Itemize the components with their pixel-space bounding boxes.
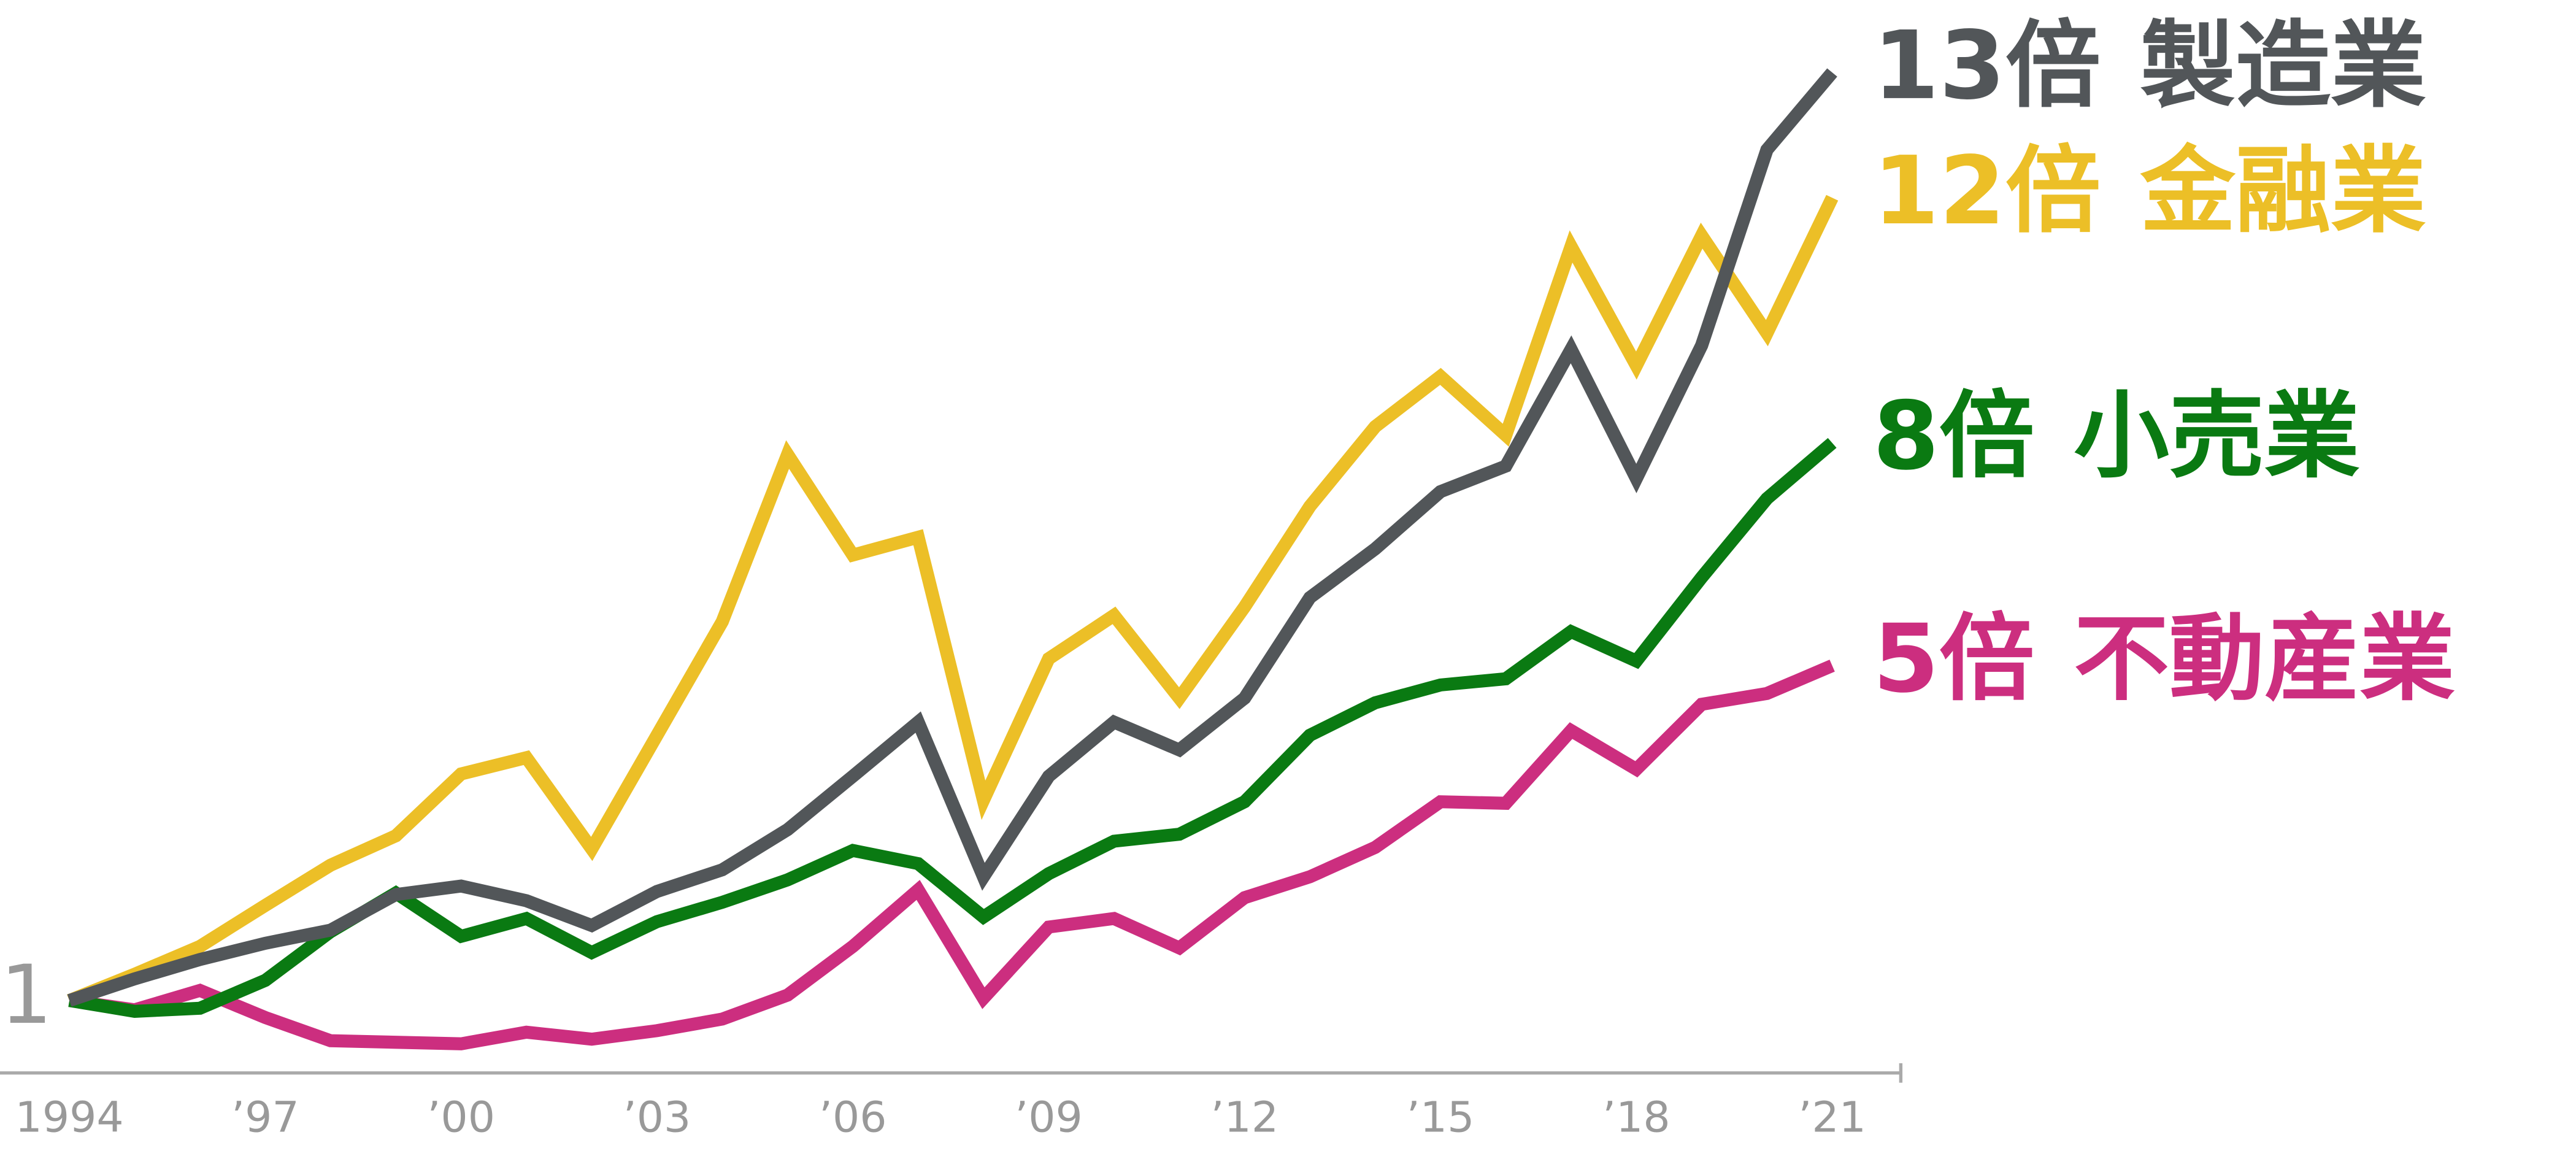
series-end-label: 13倍	[1873, 12, 2101, 121]
series-name: 小売業	[2074, 382, 2359, 491]
x-tick-label: ’03	[623, 1093, 691, 1142]
series-label: 13倍 製造業	[1873, 12, 2426, 121]
series-name: 製造業	[2140, 12, 2426, 121]
x-tick-label: ’15	[1407, 1093, 1475, 1142]
series-end-label: 8倍	[1873, 382, 2034, 491]
series-end-label: 12倍	[1873, 137, 2101, 246]
x-tick-label: ’06	[819, 1093, 887, 1142]
series-line	[67, 68, 1837, 1007]
y-tick-label: 1	[0, 948, 52, 1042]
series-label: 8倍 小売業	[1873, 382, 2360, 491]
series-line	[67, 194, 1839, 1007]
x-tick-label: ’97	[231, 1093, 299, 1142]
x-tick-label: 1994	[15, 1093, 124, 1142]
series-label: 5倍 不動産業	[1873, 605, 2455, 714]
x-tick-label: ’21	[1798, 1093, 1866, 1142]
series-label: 12倍 金融業	[1873, 137, 2426, 246]
series-name: 不動産業	[2074, 605, 2455, 714]
series-name: 金融業	[2140, 137, 2426, 246]
x-tick-label: ’18	[1602, 1093, 1671, 1142]
series-end-label: 5倍	[1873, 605, 2034, 714]
series-line	[68, 660, 1835, 1050]
x-tick-label: ’00	[427, 1093, 495, 1142]
x-tick-label: ’09	[1015, 1093, 1083, 1142]
x-tick-label: ’12	[1210, 1093, 1278, 1142]
